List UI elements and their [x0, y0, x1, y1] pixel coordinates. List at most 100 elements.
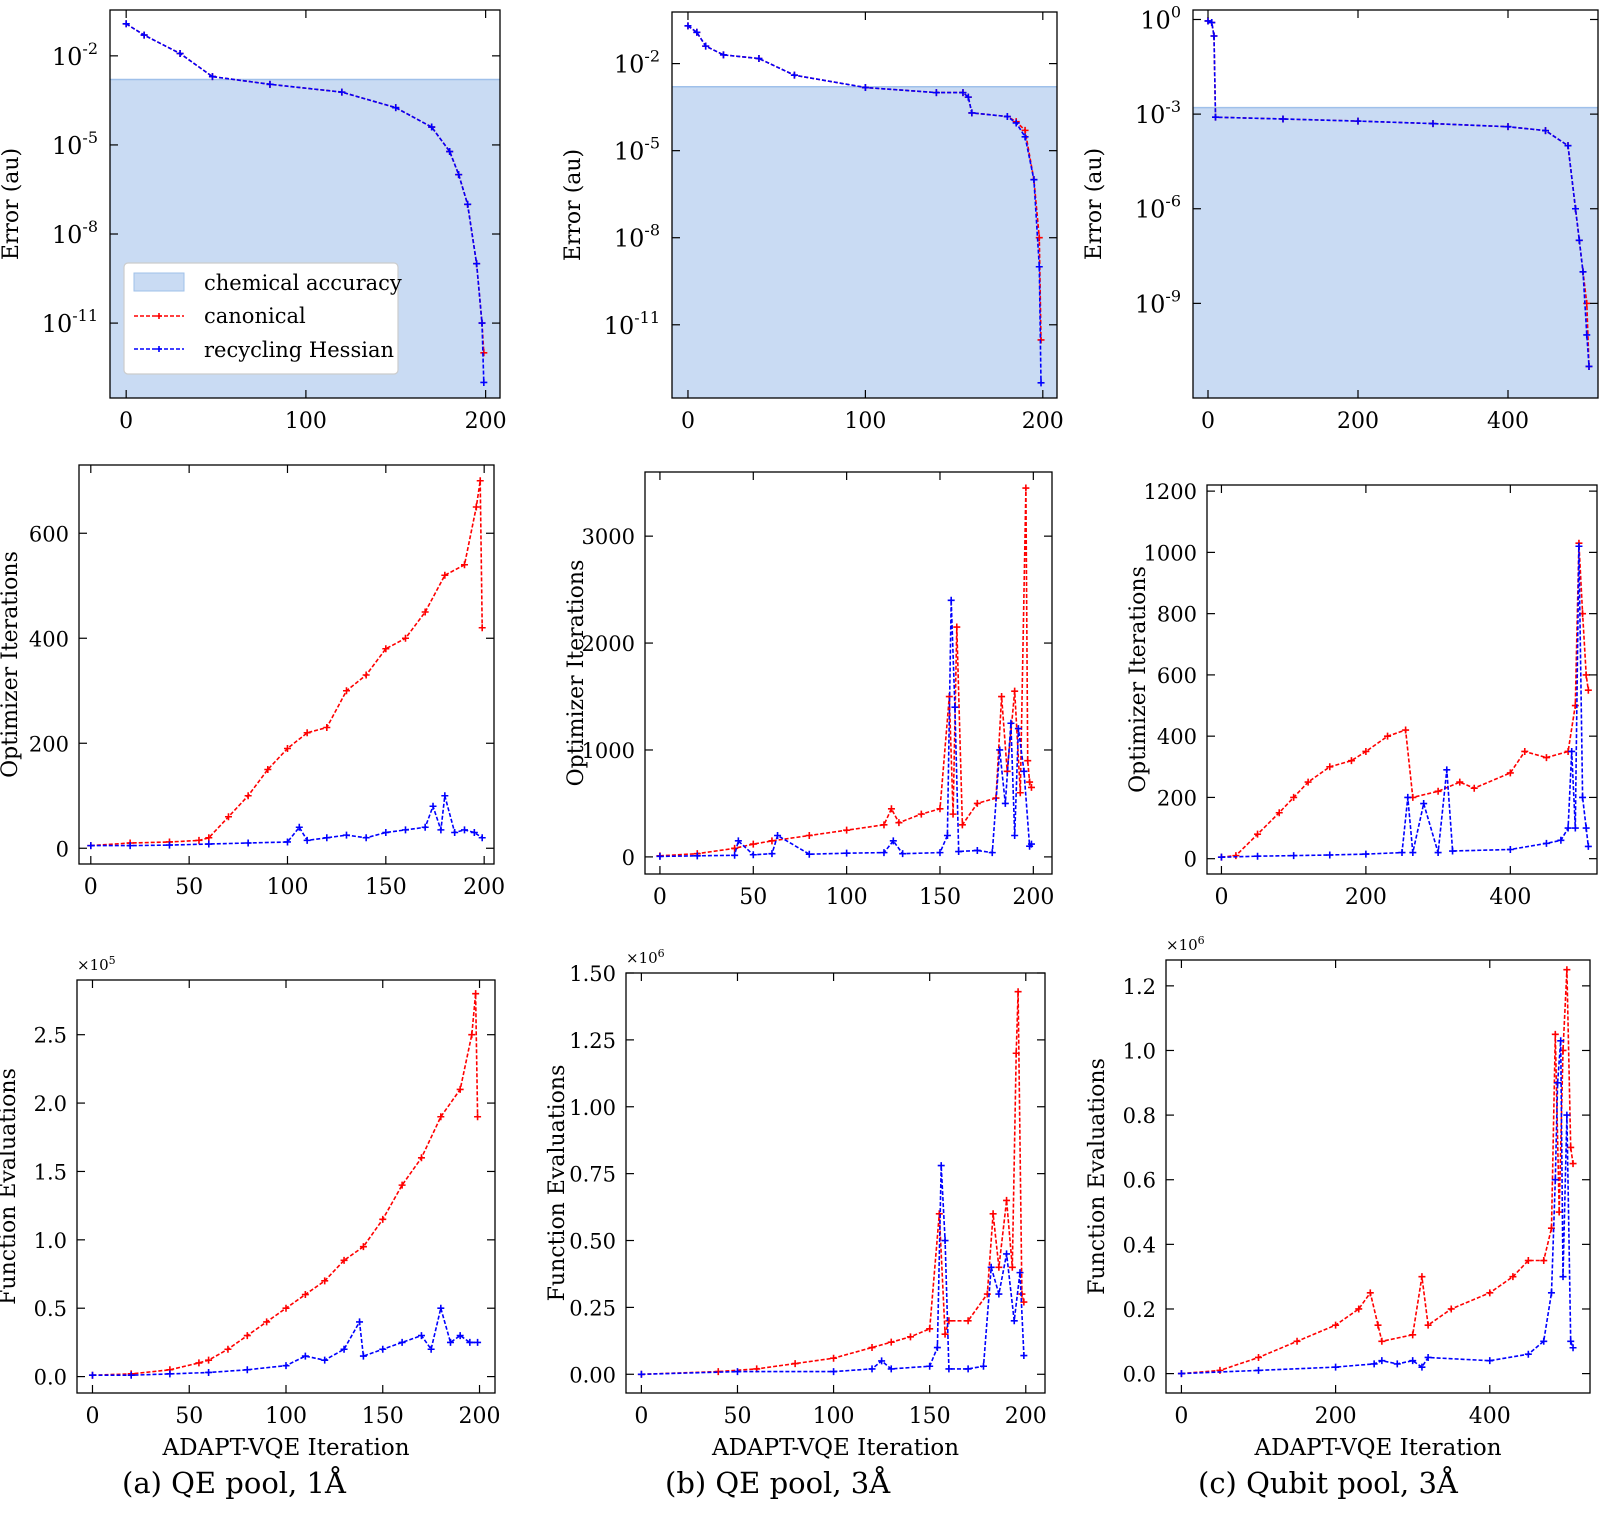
- y-axis-multiplier: ×106: [626, 947, 665, 967]
- data-point-canonical: [1014, 988, 1022, 996]
- data-point-canonical: [401, 634, 409, 642]
- y-tick-label: 1.25: [569, 1029, 616, 1053]
- data-point-recycling: [843, 849, 851, 857]
- data-point-recycling: [301, 1352, 309, 1360]
- data-point-recycling: [889, 837, 897, 845]
- data-point-recycling: [768, 850, 776, 858]
- data-point-recycling: [303, 836, 311, 844]
- data-point-canonical: [791, 1360, 799, 1368]
- y-axis-label: Optimizer Iterations: [0, 551, 23, 778]
- data-point-recycling: [392, 104, 400, 112]
- x-tick-label: 200: [1012, 885, 1054, 910]
- data-point-recycling: [466, 1338, 474, 1346]
- data-point-recycling: [973, 846, 981, 854]
- x-tick-label: 400: [1487, 409, 1529, 434]
- data-point-recycling: [1554, 1079, 1562, 1087]
- data-point-recycling: [342, 831, 350, 839]
- series-line-canonical: [659, 487, 1033, 857]
- data-point-recycling: [1279, 115, 1287, 123]
- data-point-canonical: [456, 1085, 464, 1093]
- data-point-recycling: [1420, 800, 1428, 808]
- plot-frame: [76, 979, 496, 1394]
- data-point-recycling: [861, 84, 869, 92]
- data-point-canonical: [205, 834, 213, 842]
- data-point-recycling: [1177, 1370, 1185, 1378]
- chart-b-error: 0 100 200 10-2 10-5 10-8 10-11 Error (au): [561, 11, 1064, 434]
- data-point-recycling: [1564, 824, 1572, 832]
- data-point-canonical: [417, 1154, 425, 1162]
- legend-label-recycling: recycling Hessian: [204, 338, 394, 362]
- data-point-recycling: [968, 109, 976, 117]
- data-point-recycling: [719, 51, 727, 59]
- data-point-canonical: [382, 645, 390, 653]
- y-tick-label: 2000: [582, 632, 635, 656]
- x-tick-label: 150: [365, 875, 407, 900]
- data-point-canonical: [1374, 1321, 1382, 1329]
- data-point-canonical: [731, 844, 739, 852]
- data-point-canonical: [989, 1210, 997, 1218]
- plot-frame: [78, 464, 495, 865]
- data-point-recycling: [988, 849, 996, 857]
- data-point-recycling: [1429, 120, 1437, 128]
- data-point-canonical: [1509, 1273, 1517, 1281]
- data-point-recycling: [437, 1304, 445, 1312]
- series-line-canonical: [641, 991, 1025, 1376]
- data-point-recycling: [880, 849, 888, 857]
- data-point-recycling: [421, 823, 429, 831]
- data-point-canonical: [1255, 1353, 1263, 1361]
- data-point-recycling: [1210, 32, 1218, 40]
- series-line-canonical: [90, 480, 483, 847]
- series-line-recycling: [90, 795, 483, 847]
- data-point-canonical: [1347, 757, 1355, 765]
- y-tick-label: 1200: [1144, 480, 1197, 504]
- data-point-recycling: [637, 1370, 645, 1378]
- data-point-recycling: [1563, 1111, 1571, 1119]
- data-point-recycling: [441, 792, 449, 800]
- series-line-recycling: [92, 1305, 478, 1376]
- data-point-canonical: [1582, 671, 1590, 679]
- data-point-recycling: [1572, 205, 1579, 213]
- data-point-canonical: [362, 671, 370, 679]
- data-point-canonical: [195, 836, 203, 844]
- data-point-canonical: [441, 571, 449, 579]
- x-tick-label: 0: [653, 885, 667, 910]
- data-point-canonical: [1540, 1257, 1548, 1265]
- data-point-recycling: [1012, 119, 1020, 127]
- data-point-recycling: [427, 1345, 435, 1353]
- data-point-recycling: [1010, 1317, 1018, 1325]
- data-point-recycling: [734, 837, 742, 845]
- data-point-canonical: [301, 1291, 309, 1299]
- data-point-recycling: [926, 1362, 934, 1370]
- series-line-recycling: [641, 1165, 1025, 1376]
- data-point-recycling: [1567, 1337, 1575, 1345]
- data-point-recycling: [1524, 1350, 1532, 1358]
- x-tick-label: 200: [463, 875, 505, 900]
- data-point-recycling: [1583, 331, 1591, 339]
- data-point-canonical: [243, 1332, 251, 1340]
- data-point-canonical: [749, 840, 757, 848]
- y-tick-label: 10-9: [1135, 286, 1181, 318]
- y-tick-label: 10-6: [1135, 192, 1181, 224]
- y-tick-label: 3000: [582, 525, 635, 549]
- data-point-canonical: [379, 1215, 387, 1223]
- legend-swatch-accuracy: [133, 272, 185, 292]
- data-point-recycling: [937, 1162, 945, 1170]
- data-point-canonical: [263, 1318, 271, 1326]
- y-tick-label: 0.0: [34, 1366, 67, 1390]
- x-tick-label: 0: [1214, 885, 1228, 910]
- data-point-canonical: [1018, 1290, 1026, 1298]
- y-tick-label: 100: [1140, 2, 1181, 34]
- data-point-recycling: [1564, 142, 1572, 150]
- data-point-recycling: [887, 1365, 895, 1373]
- data-point-canonical: [342, 687, 350, 695]
- y-axis-label: Function Evaluations: [0, 1068, 21, 1305]
- data-point-recycling: [266, 80, 274, 88]
- data-point-recycling: [1370, 1360, 1378, 1368]
- data-point-canonical: [973, 799, 981, 807]
- data-point-canonical: [1326, 763, 1334, 771]
- y-tick-label: 0.6: [1123, 1169, 1156, 1193]
- data-point-recycling: [1486, 1357, 1494, 1365]
- y-tick-label: 2.5: [34, 1024, 67, 1048]
- data-point-recycling: [244, 839, 252, 847]
- legend-marker-recycling: [156, 346, 162, 352]
